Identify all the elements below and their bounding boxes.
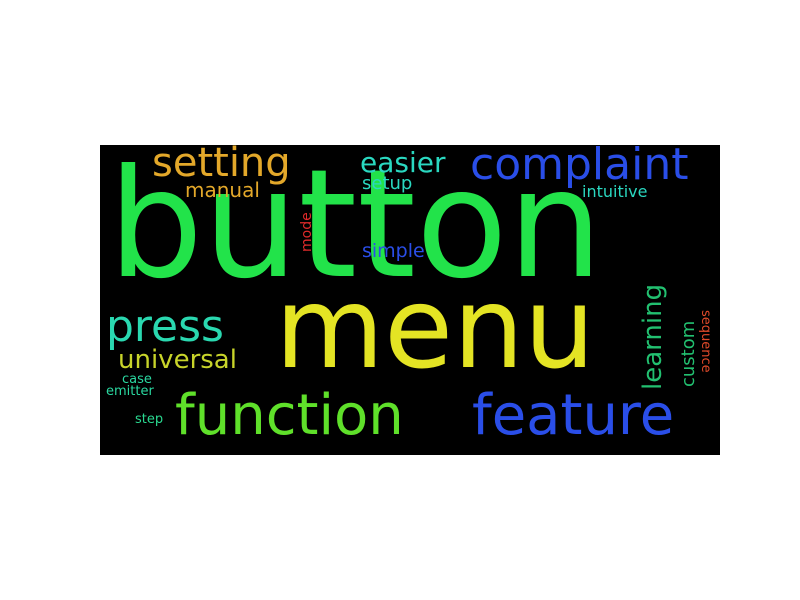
word-custom: custom <box>678 320 699 387</box>
word-case: case <box>122 372 152 387</box>
word-emitter: emitter <box>106 384 154 399</box>
word-universal: universal <box>118 345 237 375</box>
word-learning: learning <box>638 283 668 390</box>
word-feature: feature <box>472 383 675 448</box>
word-press: press <box>106 301 224 352</box>
word-menu: menu <box>275 264 595 394</box>
word-complaint: complaint <box>470 145 689 190</box>
word-setup: setup <box>362 173 413 194</box>
word-cloud: button menu function feature complaint s… <box>100 145 720 455</box>
word-mode: mode <box>299 212 315 252</box>
word-setting: setting <box>152 145 291 186</box>
word-simple: simple <box>362 240 425 262</box>
word-step: step <box>135 412 164 427</box>
word-easier: easier <box>360 146 446 179</box>
word-sequence: sequence <box>698 310 713 373</box>
word-function: function <box>175 383 404 448</box>
word-intuitive: intuitive <box>582 182 648 201</box>
word-manual: manual <box>185 178 260 202</box>
word-button: button <box>108 145 603 312</box>
